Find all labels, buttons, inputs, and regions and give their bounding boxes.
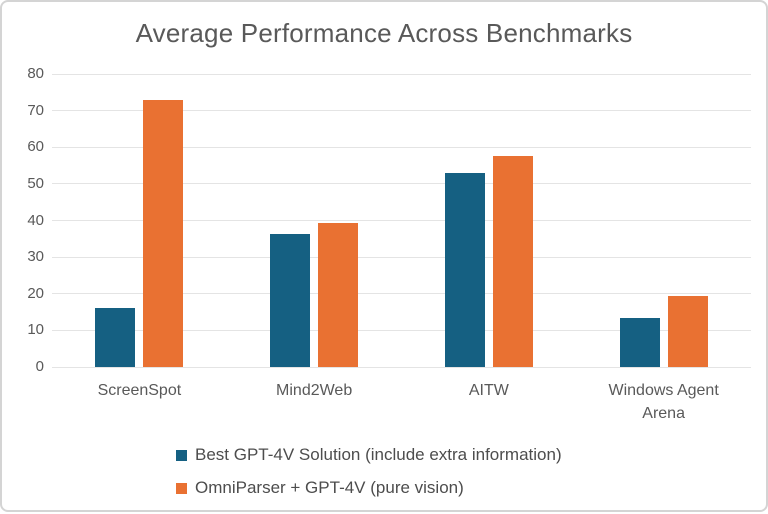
legend-swatch-icon: [176, 449, 187, 461]
bar-best-windows-agent-arena: [619, 318, 660, 367]
ytick-label-10: 10: [27, 321, 44, 339]
ytick-label-70: 70: [27, 101, 44, 119]
gridline-y10: [52, 329, 751, 331]
ytick-label-80: 80: [27, 65, 44, 82]
bar-best-mind2web: [270, 233, 311, 367]
gridline-y30: [52, 256, 751, 258]
xtick-label-mind2web: Mind2Web: [276, 382, 353, 399]
bar-best-aitw: [444, 173, 485, 367]
gridline-y0: [52, 366, 751, 368]
bar-omniparser-screenspot: [143, 99, 184, 367]
bar-omniparser-mind2web: [318, 222, 359, 367]
chart-title: Average Performance Across Benchmarks: [135, 18, 633, 48]
chart-legend: Best GPT-4V Solution (include extra info…: [176, 444, 562, 510]
bar-best-screenspot: [95, 307, 136, 367]
gridline-y50: [52, 183, 751, 185]
bar-omniparser-windows-agent-arena: [667, 295, 708, 367]
gridline-y60: [52, 146, 751, 148]
gridline-y70: [52, 110, 751, 112]
legend-swatch-icon: [176, 482, 187, 494]
legend-label: Best GPT-4V Solution (include extra info…: [195, 445, 562, 464]
ytick-label-40: 40: [27, 211, 44, 229]
ytick-label-50: 50: [27, 174, 44, 192]
legend-label: OmniParser + GPT-4V (pure vision): [195, 478, 464, 497]
xtick-label-windows-agent-arena: Windows Agent Arena: [608, 382, 719, 423]
ytick-label-20: 20: [27, 284, 44, 302]
ytick-label-30: 30: [27, 248, 44, 266]
gridline-y40: [52, 220, 751, 221]
legend-item-2: OmniParser + GPT-4V (pure vision): [176, 477, 562, 499]
legend-item-1: Best GPT-4V Solution (include extra info…: [176, 444, 562, 466]
bar-omniparser-aitw: [492, 155, 533, 367]
gridline-y80: [52, 73, 751, 75]
gridline-y20: [52, 293, 751, 295]
xtick-label-screenspot: ScreenSpot: [97, 382, 182, 399]
ytick-label-60: 60: [27, 138, 44, 156]
ytick-label-0: 0: [35, 358, 44, 375]
xtick-label-aitw: AITW: [468, 382, 509, 399]
